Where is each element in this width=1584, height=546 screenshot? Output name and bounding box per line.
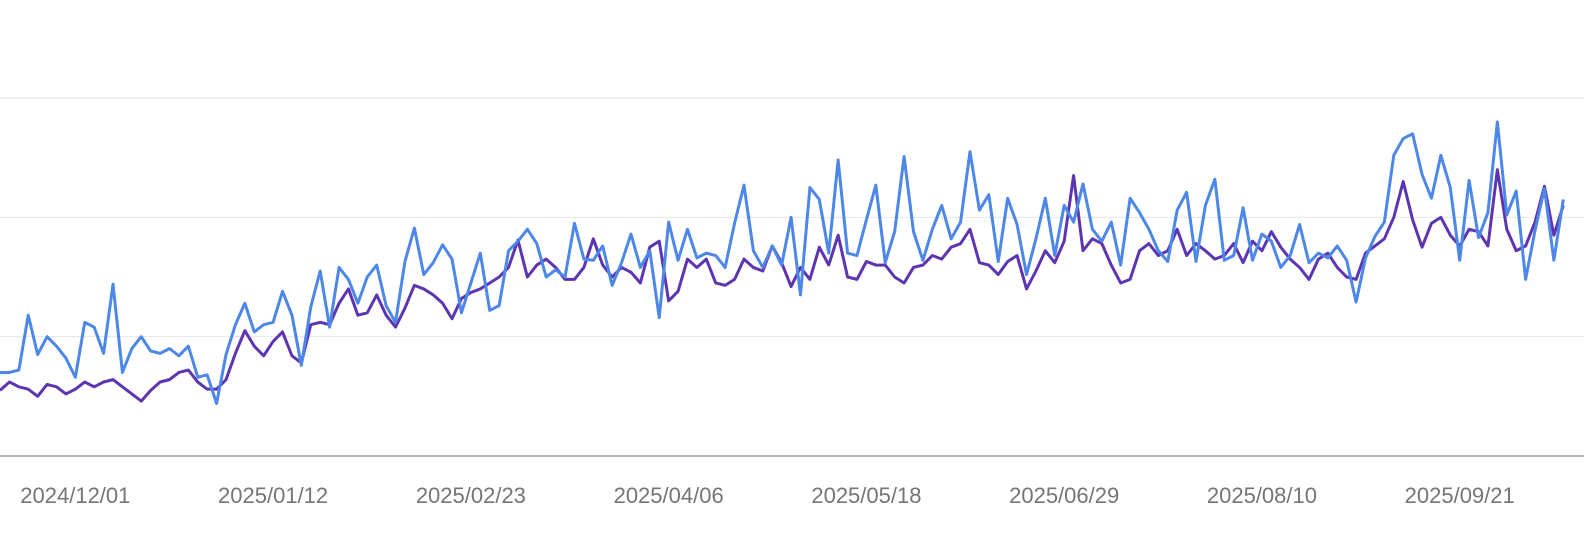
x-tick-label: 2025/05/18 (811, 483, 921, 508)
x-tick-label: 2025/01/12 (218, 483, 328, 508)
series-line (0, 168, 1565, 403)
series-line (0, 120, 1565, 405)
x-tick-label: 2025/02/23 (416, 483, 526, 508)
x-tick-label: 2025/09/21 (1405, 483, 1515, 508)
x-tick-label: 2025/06/29 (1009, 483, 1119, 508)
x-tick-label: 2025/04/06 (614, 483, 724, 508)
x-tick-label: 2024/12/01 (20, 483, 130, 508)
x-tick-label: 2025/08/10 (1207, 483, 1317, 508)
